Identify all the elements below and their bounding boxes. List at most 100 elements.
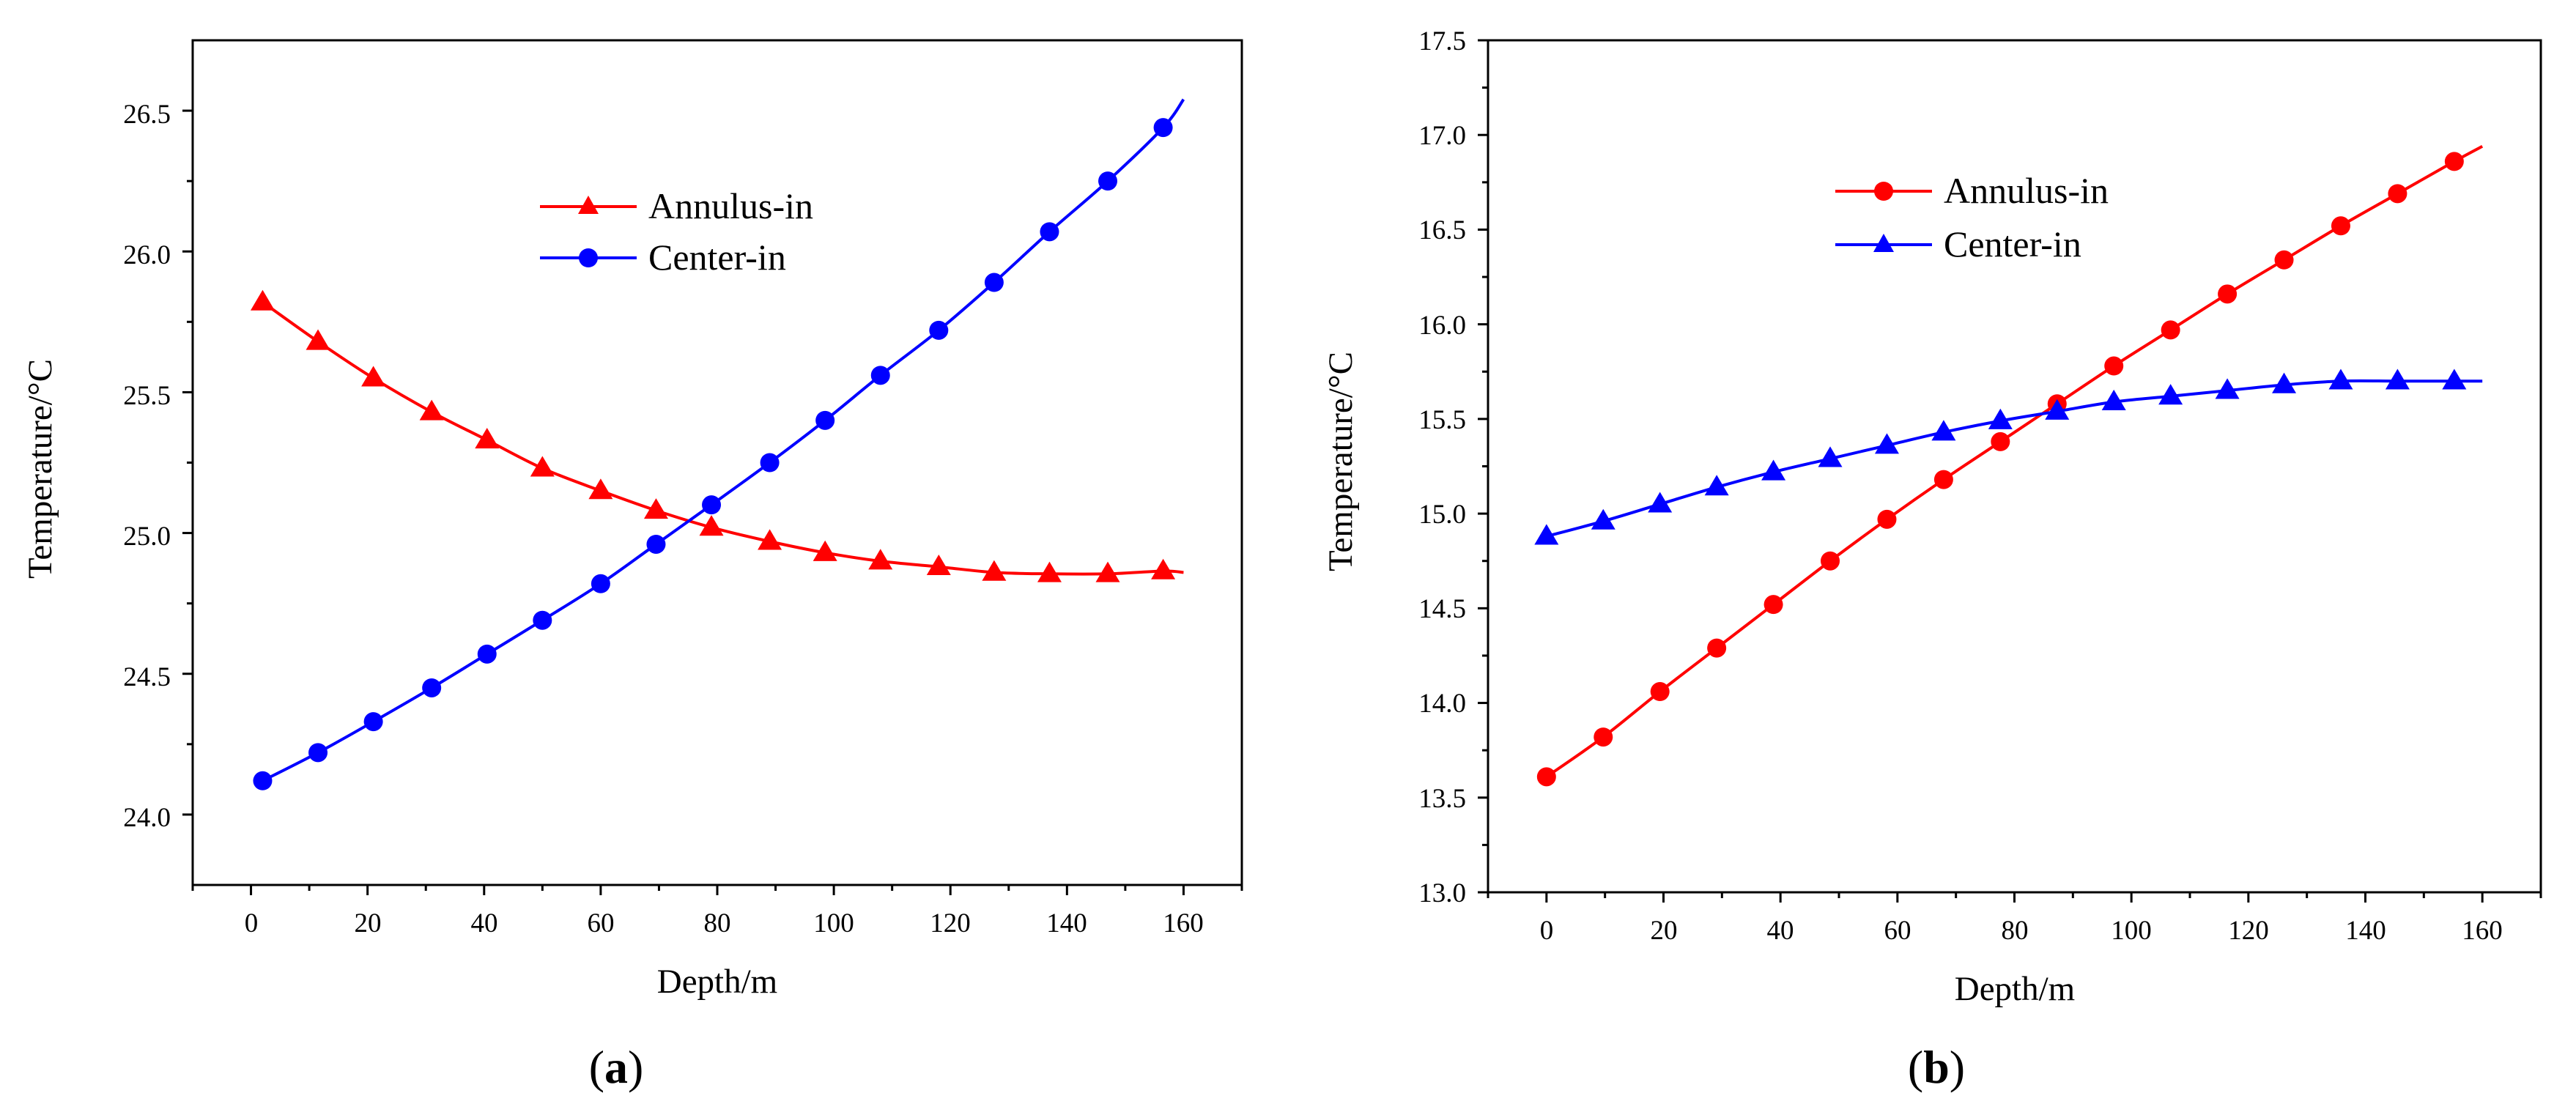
legend-marker-center-in (579, 248, 598, 267)
data-point-annulus-in (699, 515, 724, 536)
panel-label-b: (b) (1908, 1041, 1965, 1093)
y-tick-label: 15.5 (1418, 405, 1466, 435)
chart-panel-a: 24.0 24.5 25.0 25.5 26.0 26.5 0 20 40 60… (21, 39, 1243, 1093)
data-point-center-in (870, 366, 890, 385)
data-point-annulus-in (1991, 431, 2010, 451)
data-series (1534, 144, 2484, 787)
data-point-annulus-in (419, 399, 444, 421)
data-point-center-in (2158, 384, 2183, 405)
data-point-annulus-in (1594, 727, 1613, 747)
axis-ticks (182, 109, 1243, 895)
x-tick-label: 160 (2462, 916, 2503, 946)
legend: Annulus-in Center-in (540, 185, 813, 278)
data-point-center-in (1988, 408, 2013, 429)
x-tick-label: 100 (2111, 916, 2152, 946)
data-point-center-in (2385, 368, 2410, 390)
x-tick-label: 60 (588, 908, 615, 938)
data-point-center-in (760, 453, 780, 473)
data-point-center-in (646, 534, 666, 554)
y-tick-label: 14.5 (1418, 594, 1466, 624)
data-point-center-in (2272, 372, 2297, 393)
y-tick-label: 15.0 (1418, 500, 1466, 530)
x-tick-label: 100 (813, 908, 854, 938)
x-tick-label: 140 (2345, 916, 2386, 946)
data-point-center-in (477, 644, 497, 664)
y-tick-label: 14.0 (1418, 689, 1466, 719)
data-point-center-in (2215, 378, 2240, 399)
data-series (250, 98, 1185, 790)
data-point-center-in (1818, 446, 1843, 467)
series-line-annulus-in (262, 300, 1184, 576)
y-tick-label: 17.0 (1418, 121, 1466, 151)
data-point-annulus-in (1821, 551, 1840, 571)
x-tick-label: 140 (1046, 908, 1087, 938)
data-point-center-in (984, 273, 1004, 292)
y-tick-label: 25.0 (123, 522, 171, 552)
legend-label-annulus-in: Annulus-in (648, 185, 813, 226)
data-point-annulus-in (1536, 767, 1556, 787)
axis-ticks (1478, 39, 2542, 903)
plot-frame (191, 39, 1243, 886)
data-point-center-in (1648, 492, 1673, 513)
data-point-annulus-in (813, 540, 837, 561)
y-tick-label: 26.5 (123, 100, 171, 130)
legend-marker-annulus-in (578, 196, 599, 214)
data-point-center-in (1931, 420, 1956, 441)
data-point-center-in (702, 495, 722, 515)
data-point-center-in (1874, 433, 1899, 454)
x-tick-label: 60 (1884, 916, 1911, 946)
data-point-center-in (929, 320, 949, 340)
data-point-center-in (1040, 222, 1059, 242)
x-tick-label: 80 (2002, 916, 2029, 946)
data-point-center-in (363, 712, 383, 732)
x-tick-label: 120 (2228, 916, 2269, 946)
data-point-annulus-in (2161, 320, 2180, 340)
y-tick-label: 17.5 (1418, 26, 1466, 56)
x-tick-label: 120 (930, 908, 971, 938)
data-point-annulus-in (1095, 561, 1120, 582)
data-point-annulus-in (1933, 470, 1953, 489)
x-tick-label: 80 (704, 908, 731, 938)
data-point-center-in (308, 743, 328, 763)
data-point-center-in (1098, 171, 1118, 191)
data-point-annulus-in (1763, 595, 1783, 615)
x-tick-label: 40 (471, 908, 498, 938)
data-point-annulus-in (1037, 561, 1062, 582)
legend-label-center-in: Center-in (648, 237, 786, 278)
data-point-annulus-in (2331, 216, 2350, 236)
data-point-center-in (1153, 118, 1173, 138)
x-tick-label: 40 (1767, 916, 1794, 946)
y-axis-title: Temperature/°C (1322, 352, 1360, 571)
data-point-annulus-in (2444, 152, 2464, 171)
data-point-annulus-in (530, 456, 555, 477)
data-point-center-in (815, 410, 835, 430)
plot-frame (1487, 39, 2542, 894)
y-tick-label: 24.0 (123, 803, 171, 833)
x-axis-title: Depth/m (1955, 970, 2075, 1008)
chart-panel-b: 13.0 13.5 14.0 14.5 15.0 15.5 16.0 16.5 … (1322, 26, 2542, 1093)
data-point-annulus-in (361, 366, 386, 387)
data-point-center-in (1591, 508, 1615, 530)
data-point-center-in (591, 574, 610, 593)
y-tick-label: 16.0 (1418, 311, 1466, 341)
y-tick-label: 25.5 (123, 381, 171, 411)
data-point-center-in (422, 678, 442, 697)
data-point-annulus-in (643, 498, 668, 519)
data-point-annulus-in (2104, 356, 2124, 376)
legend-label-center-in: Center-in (1944, 223, 2081, 264)
data-point-annulus-in (2388, 184, 2407, 204)
data-point-center-in (2328, 368, 2353, 390)
data-point-center-in (2101, 389, 2126, 410)
y-tick-label: 24.5 (123, 662, 171, 692)
data-point-annulus-in (1707, 638, 1727, 658)
data-point-center-in (253, 771, 273, 790)
data-point-annulus-in (1877, 509, 1897, 529)
data-point-center-in (1761, 459, 1786, 481)
legend-marker-center-in (1873, 234, 1894, 252)
data-point-center-in (533, 610, 552, 630)
y-axis-title: Temperature/°C (21, 359, 59, 579)
data-point-annulus-in (475, 428, 500, 449)
data-point-annulus-in (868, 549, 893, 570)
data-point-annulus-in (1151, 558, 1176, 579)
